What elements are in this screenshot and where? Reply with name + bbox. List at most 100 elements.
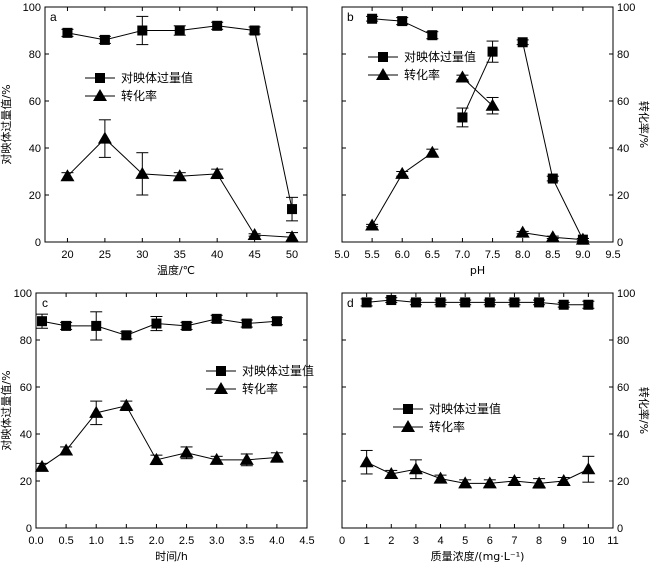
y-tick-label-right: 20 (617, 190, 629, 202)
plot-frame (341, 292, 614, 529)
x-tick-label: 40 (211, 249, 223, 261)
square-marker (212, 20, 223, 31)
x-tick-label: 1 (364, 535, 370, 547)
x-tick-label: 1.5 (119, 535, 134, 547)
legend-label: 对映体过量值 (429, 401, 501, 416)
square-marker (99, 34, 110, 45)
triangle-marker (455, 70, 470, 83)
triangle-marker (239, 452, 254, 465)
y-tick-label-left: 20 (20, 476, 32, 488)
x-tick-label: 3.0 (209, 535, 224, 547)
y-axis-title-right: 转化率/% (637, 387, 650, 434)
triangle-marker (581, 462, 596, 475)
x-tick-label: 5 (462, 535, 468, 547)
x-tick-label: 7.0 (455, 249, 470, 261)
square-marker (367, 13, 378, 24)
square-marker (397, 16, 408, 27)
square-marker (509, 297, 520, 308)
x-tick-label: 11 (607, 535, 618, 547)
x-tick-label: 0 (339, 535, 345, 547)
y-tick-label-right: 80 (617, 335, 629, 347)
panel-c: 0.0 0.5 1.0 1.5 2.0 2.5 3.0 3.5 4.0 4.5 0 20 40 60 80 1… (0, 288, 315, 562)
square-marker (62, 27, 73, 38)
y-tick-label-right: 80 (617, 49, 629, 61)
x-tick-label: 1.0 (89, 535, 104, 547)
triangle-marker (359, 455, 374, 468)
triangle-marker (60, 169, 75, 182)
series-ee (36, 311, 283, 341)
triangle-marker (135, 166, 150, 179)
triangle-marker (545, 230, 560, 243)
triangle-marker (485, 98, 500, 111)
y-tick-label-right: 40 (617, 143, 629, 155)
triangle-marker (482, 476, 497, 489)
y-tick-label-left: 20 (29, 190, 41, 202)
y-tick-label-right: 40 (617, 429, 629, 441)
square-marker (241, 318, 252, 329)
x-tick-label: 0.0 (28, 535, 43, 547)
triangle-marker (285, 230, 300, 243)
x-tick-label: 3 (413, 535, 419, 547)
legend-label: 转化率 (121, 88, 157, 103)
square-marker (249, 25, 260, 36)
series-line (522, 42, 584, 240)
square-marker (460, 297, 471, 308)
triangle-marker (458, 476, 473, 489)
y-tick-label-left: 100 (14, 288, 32, 300)
y-tick-label-left: 100 (23, 2, 41, 14)
triangle-marker (97, 131, 112, 144)
square-marker (181, 320, 192, 331)
x-tick-label: 10 (582, 535, 594, 547)
x-tick-label: 2.0 (149, 535, 164, 547)
y-tick-label-right: 60 (617, 96, 629, 108)
triangle-marker (59, 443, 74, 456)
series-line (366, 461, 589, 484)
series-line (41, 405, 277, 468)
square-marker (484, 297, 495, 308)
plot-frame (341, 6, 614, 243)
triangle-marker (247, 227, 262, 240)
x-tick-label: 35 (174, 249, 186, 261)
x-tick-label: 25 (99, 249, 111, 261)
legend-square-marker (216, 366, 226, 376)
y-tick-label-left: 80 (20, 335, 32, 347)
legend-label: 对映体过量值 (242, 363, 314, 378)
panel-letter: d (347, 296, 354, 310)
x-tick-label: 50 (286, 249, 298, 261)
y-tick-label-left: 80 (29, 49, 41, 61)
triangle-marker (209, 452, 224, 465)
triangle-marker (149, 452, 164, 465)
series-conversion (35, 398, 284, 472)
triangle-marker (365, 218, 380, 231)
x-tick-label: 20 (61, 249, 73, 261)
legend-label: 转化率 (404, 67, 440, 82)
y-axis-title-left: 对映体过量值/% (0, 370, 13, 450)
x-tick-label: 9 (561, 535, 567, 547)
panel-a: 20 25 30 35 40 45 50 0 20 40 60 80 100 a 温度/℃ 对映体过量值/% 对… (0, 2, 308, 277)
square-marker (211, 313, 222, 324)
x-tick-label: 0.5 (58, 535, 73, 547)
y-tick-label-left: 0 (26, 523, 32, 535)
series-conversion (60, 119, 300, 243)
triangle-marker (119, 398, 134, 411)
legend-square-marker (378, 52, 388, 62)
legend-square-marker (403, 404, 413, 414)
square-marker (534, 297, 545, 308)
square-marker (91, 320, 102, 331)
legend-triangle-marker (214, 382, 228, 394)
y-tick-label-left: 40 (20, 429, 32, 441)
triangle-marker (172, 169, 187, 182)
triangle-marker (35, 459, 50, 472)
y-axis-title-right: 转化率/% (637, 101, 650, 148)
triangle-marker (179, 445, 194, 458)
square-marker (457, 112, 468, 123)
square-marker (583, 299, 594, 310)
series-line (67, 25, 293, 210)
square-marker (271, 316, 282, 327)
legend-triangle-marker (376, 68, 390, 80)
